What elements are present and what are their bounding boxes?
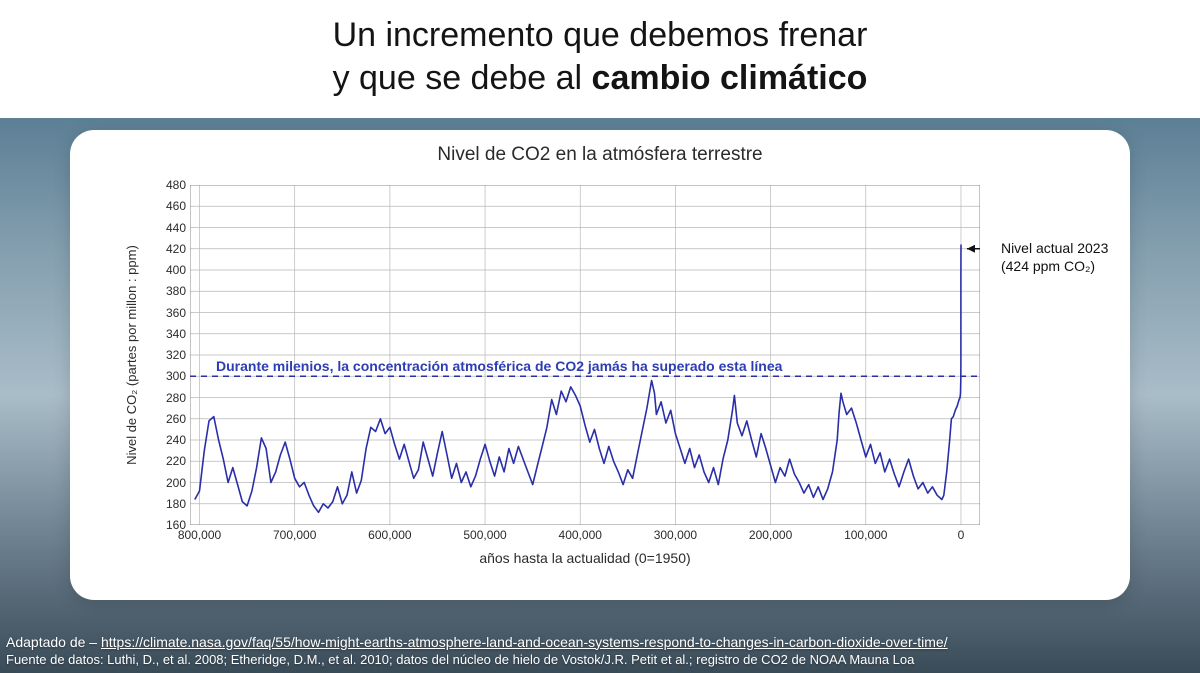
y-tick: 400: [166, 263, 186, 277]
y-tick: 180: [166, 497, 186, 511]
peak-line2: (424 ppm CO₂): [1001, 258, 1095, 274]
heading-line1: Un incremento que debemos frenar: [333, 16, 868, 54]
y-tick: 220: [166, 454, 186, 468]
chart-title: Nivel de CO2 en la atmósfera terrestre: [70, 130, 1130, 166]
y-tick: 440: [166, 221, 186, 235]
y-tick: 280: [166, 391, 186, 405]
x-tick: 400,000: [559, 528, 602, 542]
source-adapted-prefix: Adaptado de –: [6, 634, 101, 650]
x-tick: 0: [958, 528, 965, 542]
y-tick: 320: [166, 348, 186, 362]
y-tick: 420: [166, 242, 186, 256]
y-tick: 200: [166, 476, 186, 490]
y-tick: 240: [166, 433, 186, 447]
source-link[interactable]: https://climate.nasa.gov/faq/55/how-migh…: [101, 634, 948, 650]
y-tick: 480: [166, 178, 186, 192]
threshold-label: Durante milenios, la concentración atmos…: [216, 358, 782, 374]
page-heading: Un incremento que debemos frenar y que s…: [0, 0, 1200, 109]
heading-line2-bold: cambio climático: [592, 59, 868, 97]
x-tick: 100,000: [844, 528, 887, 542]
x-tick: 500,000: [463, 528, 506, 542]
x-tick: 700,000: [273, 528, 316, 542]
x-axis-label: años hasta la actualidad (0=1950): [190, 550, 980, 566]
x-tick: 600,000: [368, 528, 411, 542]
y-axis-label: Nivel de CO₂ (partes por millon : ppm): [124, 185, 144, 525]
chart-svg: [190, 185, 980, 525]
source-footer: Adaptado de – https://climate.nasa.gov/f…: [6, 633, 948, 669]
x-tick: 300,000: [654, 528, 697, 542]
peak-annotation: Nivel actual 2023 (424 ppm CO₂): [1001, 239, 1108, 275]
y-tick: 300: [166, 369, 186, 383]
plot-area: Durante milenios, la concentración atmos…: [190, 185, 980, 525]
x-tick: 200,000: [749, 528, 792, 542]
y-tick: 380: [166, 284, 186, 298]
y-tick: 360: [166, 306, 186, 320]
y-tick: 460: [166, 199, 186, 213]
y-tick: 340: [166, 327, 186, 341]
x-tick-labels: 800,000700,000600,000500,000400,000300,0…: [190, 528, 980, 544]
source-data-line: Fuente de datos: Luthi, D., et al. 2008;…: [6, 652, 914, 667]
chart-card: Nivel de CO2 en la atmósfera terrestre N…: [70, 130, 1130, 600]
peak-line1: Nivel actual 2023: [1001, 240, 1108, 256]
y-tick: 260: [166, 412, 186, 426]
y-tick-labels: 1601802002202402602803003203403603804004…: [156, 185, 186, 525]
x-tick: 800,000: [178, 528, 221, 542]
heading-line2-prefix: y que se debe al: [333, 59, 592, 97]
